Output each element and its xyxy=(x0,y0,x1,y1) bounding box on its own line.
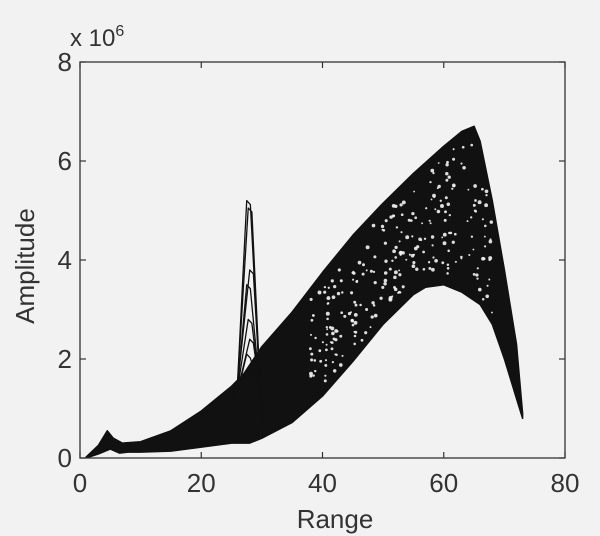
y-tick-label: 0 xyxy=(58,443,72,473)
x-tick-label: 60 xyxy=(429,468,458,498)
x-tick-label: 80 xyxy=(551,468,580,498)
y-tick-label: 6 xyxy=(58,146,72,176)
spike-traces xyxy=(230,199,266,427)
y-axis-label: Amplitude xyxy=(10,208,40,324)
y-axis-multiplier: x 106 xyxy=(70,23,124,52)
x-tick-label: 0 xyxy=(73,468,87,498)
y-multiplier-exponent: 6 xyxy=(115,23,124,40)
y-tick-label: 2 xyxy=(58,344,72,374)
axes-layer: 0 20 40 60 80 0 2 4 6 8 xyxy=(58,47,580,498)
signal-envelope xyxy=(85,125,524,458)
series-layer xyxy=(85,125,524,458)
trace-speckles xyxy=(309,143,494,383)
y-multiplier-base: x 10 xyxy=(70,25,115,52)
x-axis-label: Range xyxy=(297,504,374,534)
spike-trace xyxy=(230,368,266,410)
y-tick-label: 8 xyxy=(58,47,72,77)
x-tick-label: 40 xyxy=(308,468,337,498)
y-tick-label: 4 xyxy=(58,245,72,275)
x-tick-label: 20 xyxy=(187,468,216,498)
